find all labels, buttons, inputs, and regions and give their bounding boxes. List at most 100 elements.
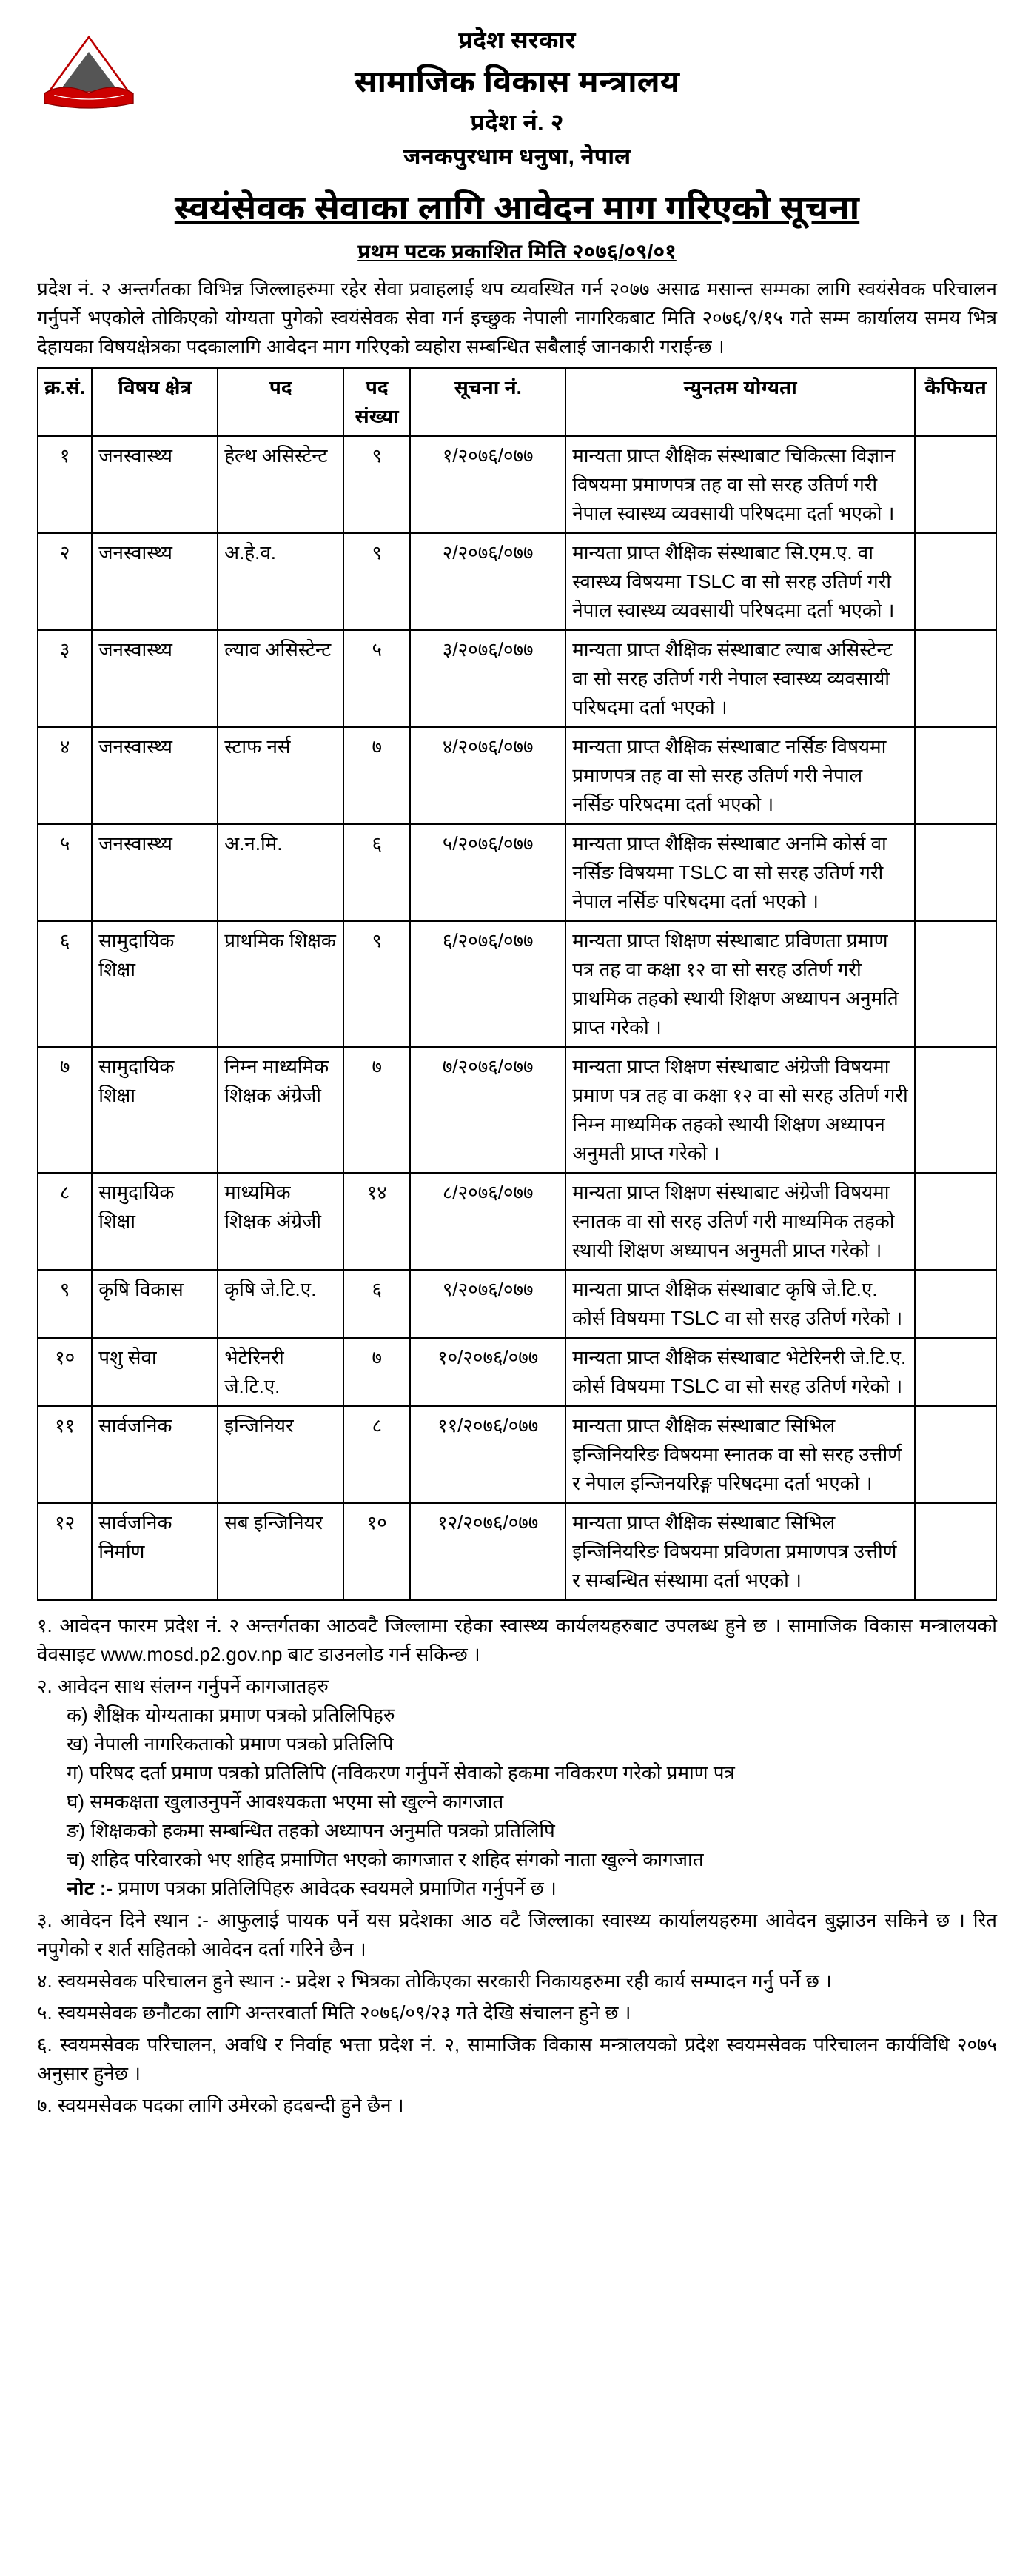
note-item: ७. स्वयमसेवक पदका लागि उमेरको हदबन्दी हु…: [37, 2091, 997, 2120]
cell-count: ५: [343, 630, 410, 727]
cell-qual: मान्यता प्राप्त शैक्षिक संस्थाबाट सिभिल …: [565, 1503, 915, 1600]
cell-notice_no: ८/२०७६/०७७: [410, 1173, 565, 1270]
note-item: १. आवेदन फारम प्रदेश नं. २ अन्तर्गतका आठ…: [37, 1611, 997, 1669]
cell-count: ६: [343, 824, 410, 921]
cell-remark: [915, 727, 996, 824]
note-sub-item: ङ) शिक्षकको हकमा सम्बन्धित तहको अध्यापन …: [67, 1816, 997, 1845]
cell-notice_no: १०/२०७६/०७७: [410, 1338, 565, 1406]
cell-count: ९: [343, 533, 410, 630]
cell-qual: मान्यता प्राप्त शैक्षिक संस्थाबाट अनमि क…: [565, 824, 915, 921]
cell-field: सार्वजनिक: [92, 1406, 218, 1503]
cell-remark: [915, 533, 996, 630]
cell-count: ७: [343, 1047, 410, 1173]
cell-post: प्राथमिक शिक्षक: [218, 921, 343, 1047]
col-post: पद: [218, 368, 343, 436]
cell-post: माध्यमिक शिक्षक अंग्रेजी: [218, 1173, 343, 1270]
note-sub-item: ग) परिषद दर्ता प्रमाण पत्रको प्रतिलिपि (…: [67, 1759, 997, 1787]
cell-count: १०: [343, 1503, 410, 1600]
cell-sn: १२: [38, 1503, 92, 1600]
table-row: ११सार्वजनिकइन्जिनियर८११/२०७६/०७७मान्यता …: [38, 1406, 996, 1503]
cell-field: सार्वजनिक निर्माण: [92, 1503, 218, 1600]
cell-field: जनस्वास्थ्य: [92, 533, 218, 630]
note-sub-item: च) शहिद परिवारको भए शहिद प्रमाणित भएको क…: [67, 1845, 997, 1874]
cell-post: भेटेरिनरी जे.टि.ए.: [218, 1338, 343, 1406]
cell-qual: मान्यता प्राप्त शैक्षिक संस्थाबाट नर्सिङ…: [565, 727, 915, 824]
cell-notice_no: १२/२०७६/०७७: [410, 1503, 565, 1600]
note-sub-item: घ) समकक्षता खुलाउनुपर्ने आवश्यकता भएमा स…: [67, 1787, 997, 1816]
table-row: १जनस्वास्थ्यहेल्थ असिस्टेन्ट९१/२०७६/०७७म…: [38, 436, 996, 533]
note-item: ६. स्वयमसेवक परिचालन, अवधि र निर्वाह भत्…: [37, 2030, 997, 2088]
intro-paragraph: प्रदेश नं. २ अन्तर्गतका विभिन्न जिल्लाहर…: [37, 275, 997, 361]
cell-field: सामुदायिक शिक्षा: [92, 1047, 218, 1173]
cell-field: कृषि विकास: [92, 1270, 218, 1338]
cell-remark: [915, 1338, 996, 1406]
table-header-row: क्र.सं. विषय क्षेत्र पद पद संख्या सूचना …: [38, 368, 996, 436]
cell-count: ७: [343, 1338, 410, 1406]
cell-post: सब इन्जिनियर: [218, 1503, 343, 1600]
cell-remark: [915, 921, 996, 1047]
cell-remark: [915, 436, 996, 533]
cell-field: जनस्वास्थ्य: [92, 630, 218, 727]
cell-notice_no: ३/२०७६/०७७: [410, 630, 565, 727]
table-row: ७सामुदायिक शिक्षानिम्न माध्यमिक शिक्षक अ…: [38, 1047, 996, 1173]
col-field: विषय क्षेत्र: [92, 368, 218, 436]
table-row: १०पशु सेवाभेटेरिनरी जे.टि.ए.७१०/२०७६/०७७…: [38, 1338, 996, 1406]
cell-sn: ५: [38, 824, 92, 921]
table-row: १२सार्वजनिक निर्माणसब इन्जिनियर१०१२/२०७६…: [38, 1503, 996, 1600]
table-row: ६सामुदायिक शिक्षाप्राथमिक शिक्षक९६/२०७६/…: [38, 921, 996, 1047]
cell-post: हेल्थ असिस्टेन्ट: [218, 436, 343, 533]
cell-field: पशु सेवा: [92, 1338, 218, 1406]
note-item: ३. आवेदन दिने स्थान :- आफुलाई पायक पर्ने…: [37, 1906, 997, 1964]
cell-field: सामुदायिक शिक्षा: [92, 1173, 218, 1270]
cell-count: ८: [343, 1406, 410, 1503]
cell-count: ९: [343, 436, 410, 533]
cell-notice_no: ७/२०७६/०७७: [410, 1047, 565, 1173]
cell-field: जनस्वास्थ्य: [92, 824, 218, 921]
vacancy-table: क्र.सं. विषय क्षेत्र पद पद संख्या सूचना …: [37, 367, 997, 1601]
note-sub-item: क) शैक्षिक योग्यताका प्रमाण पत्रको प्रति…: [67, 1701, 997, 1730]
table-row: ४जनस्वास्थ्यस्टाफ नर्स७४/२०७६/०७७मान्यता…: [38, 727, 996, 824]
nepal-emblem-icon: [37, 22, 141, 111]
cell-count: ७: [343, 727, 410, 824]
cell-count: ९: [343, 921, 410, 1047]
cell-sn: १०: [38, 1338, 92, 1406]
cell-sn: ३: [38, 630, 92, 727]
table-row: ५जनस्वास्थ्यअ.न.मि.६५/२०७६/०७७मान्यता प्…: [38, 824, 996, 921]
cell-remark: [915, 1173, 996, 1270]
note-item: ५. स्वयमसेवक छनौटका लागि अन्तरवार्ता मित…: [37, 1998, 997, 2027]
cell-post: स्टाफ नर्स: [218, 727, 343, 824]
cell-remark: [915, 630, 996, 727]
col-notice-no: सूचना नं.: [410, 368, 565, 436]
cell-qual: मान्यता प्राप्त शिक्षण संस्थाबाट प्रविणत…: [565, 921, 915, 1047]
cell-remark: [915, 1270, 996, 1338]
cell-remark: [915, 1047, 996, 1173]
note-item: ४. स्वयमसेवक परिचालन हुने स्थान :- प्रदे…: [37, 1967, 997, 1995]
col-count: पद संख्या: [343, 368, 410, 436]
cell-sn: १: [38, 436, 92, 533]
government-line: प्रदेश सरकार: [37, 22, 997, 58]
cell-qual: मान्यता प्राप्त शैक्षिक संस्थाबाट ल्याब …: [565, 630, 915, 727]
cell-field: सामुदायिक शिक्षा: [92, 921, 218, 1047]
cell-post: अ.न.मि.: [218, 824, 343, 921]
province-line: प्रदेश नं. २: [37, 104, 997, 140]
note-item: २. आवेदन साथ संलग्न गर्नुपर्ने कागजातहरु…: [37, 1672, 997, 1903]
cell-count: ६: [343, 1270, 410, 1338]
cell-qual: मान्यता प्राप्त शैक्षिक संस्थाबाट भेटेरि…: [565, 1338, 915, 1406]
cell-field: जनस्वास्थ्य: [92, 436, 218, 533]
cell-sn: ८: [38, 1173, 92, 1270]
table-row: ९कृषि विकासकृषि जे.टि.ए.६९/२०७६/०७७मान्य…: [38, 1270, 996, 1338]
publication-date: प्रथम पटक प्रकाशित मिति २०७६/०९/०१: [37, 236, 997, 267]
cell-qual: मान्यता प्राप्त शैक्षिक संस्थाबाट चिकित्…: [565, 436, 915, 533]
cell-sn: ७: [38, 1047, 92, 1173]
cell-field: जनस्वास्थ्य: [92, 727, 218, 824]
table-row: ३जनस्वास्थ्यल्याव असिस्टेन्ट५३/२०७६/०७७म…: [38, 630, 996, 727]
cell-sn: २: [38, 533, 92, 630]
cell-notice_no: ४/२०७६/०७७: [410, 727, 565, 824]
cell-qual: मान्यता प्राप्त शैक्षिक संस्थाबाट सि.एम.…: [565, 533, 915, 630]
cell-qual: मान्यता प्राप्त शिक्षण संस्थाबाट अंग्रेज…: [565, 1173, 915, 1270]
cell-post: ल्याव असिस्टेन्ट: [218, 630, 343, 727]
cell-qual: मान्यता प्राप्त शैक्षिक संस्थाबाट कृषि ज…: [565, 1270, 915, 1338]
cell-notice_no: ५/२०७६/०७७: [410, 824, 565, 921]
cell-sn: ६: [38, 921, 92, 1047]
cell-remark: [915, 824, 996, 921]
